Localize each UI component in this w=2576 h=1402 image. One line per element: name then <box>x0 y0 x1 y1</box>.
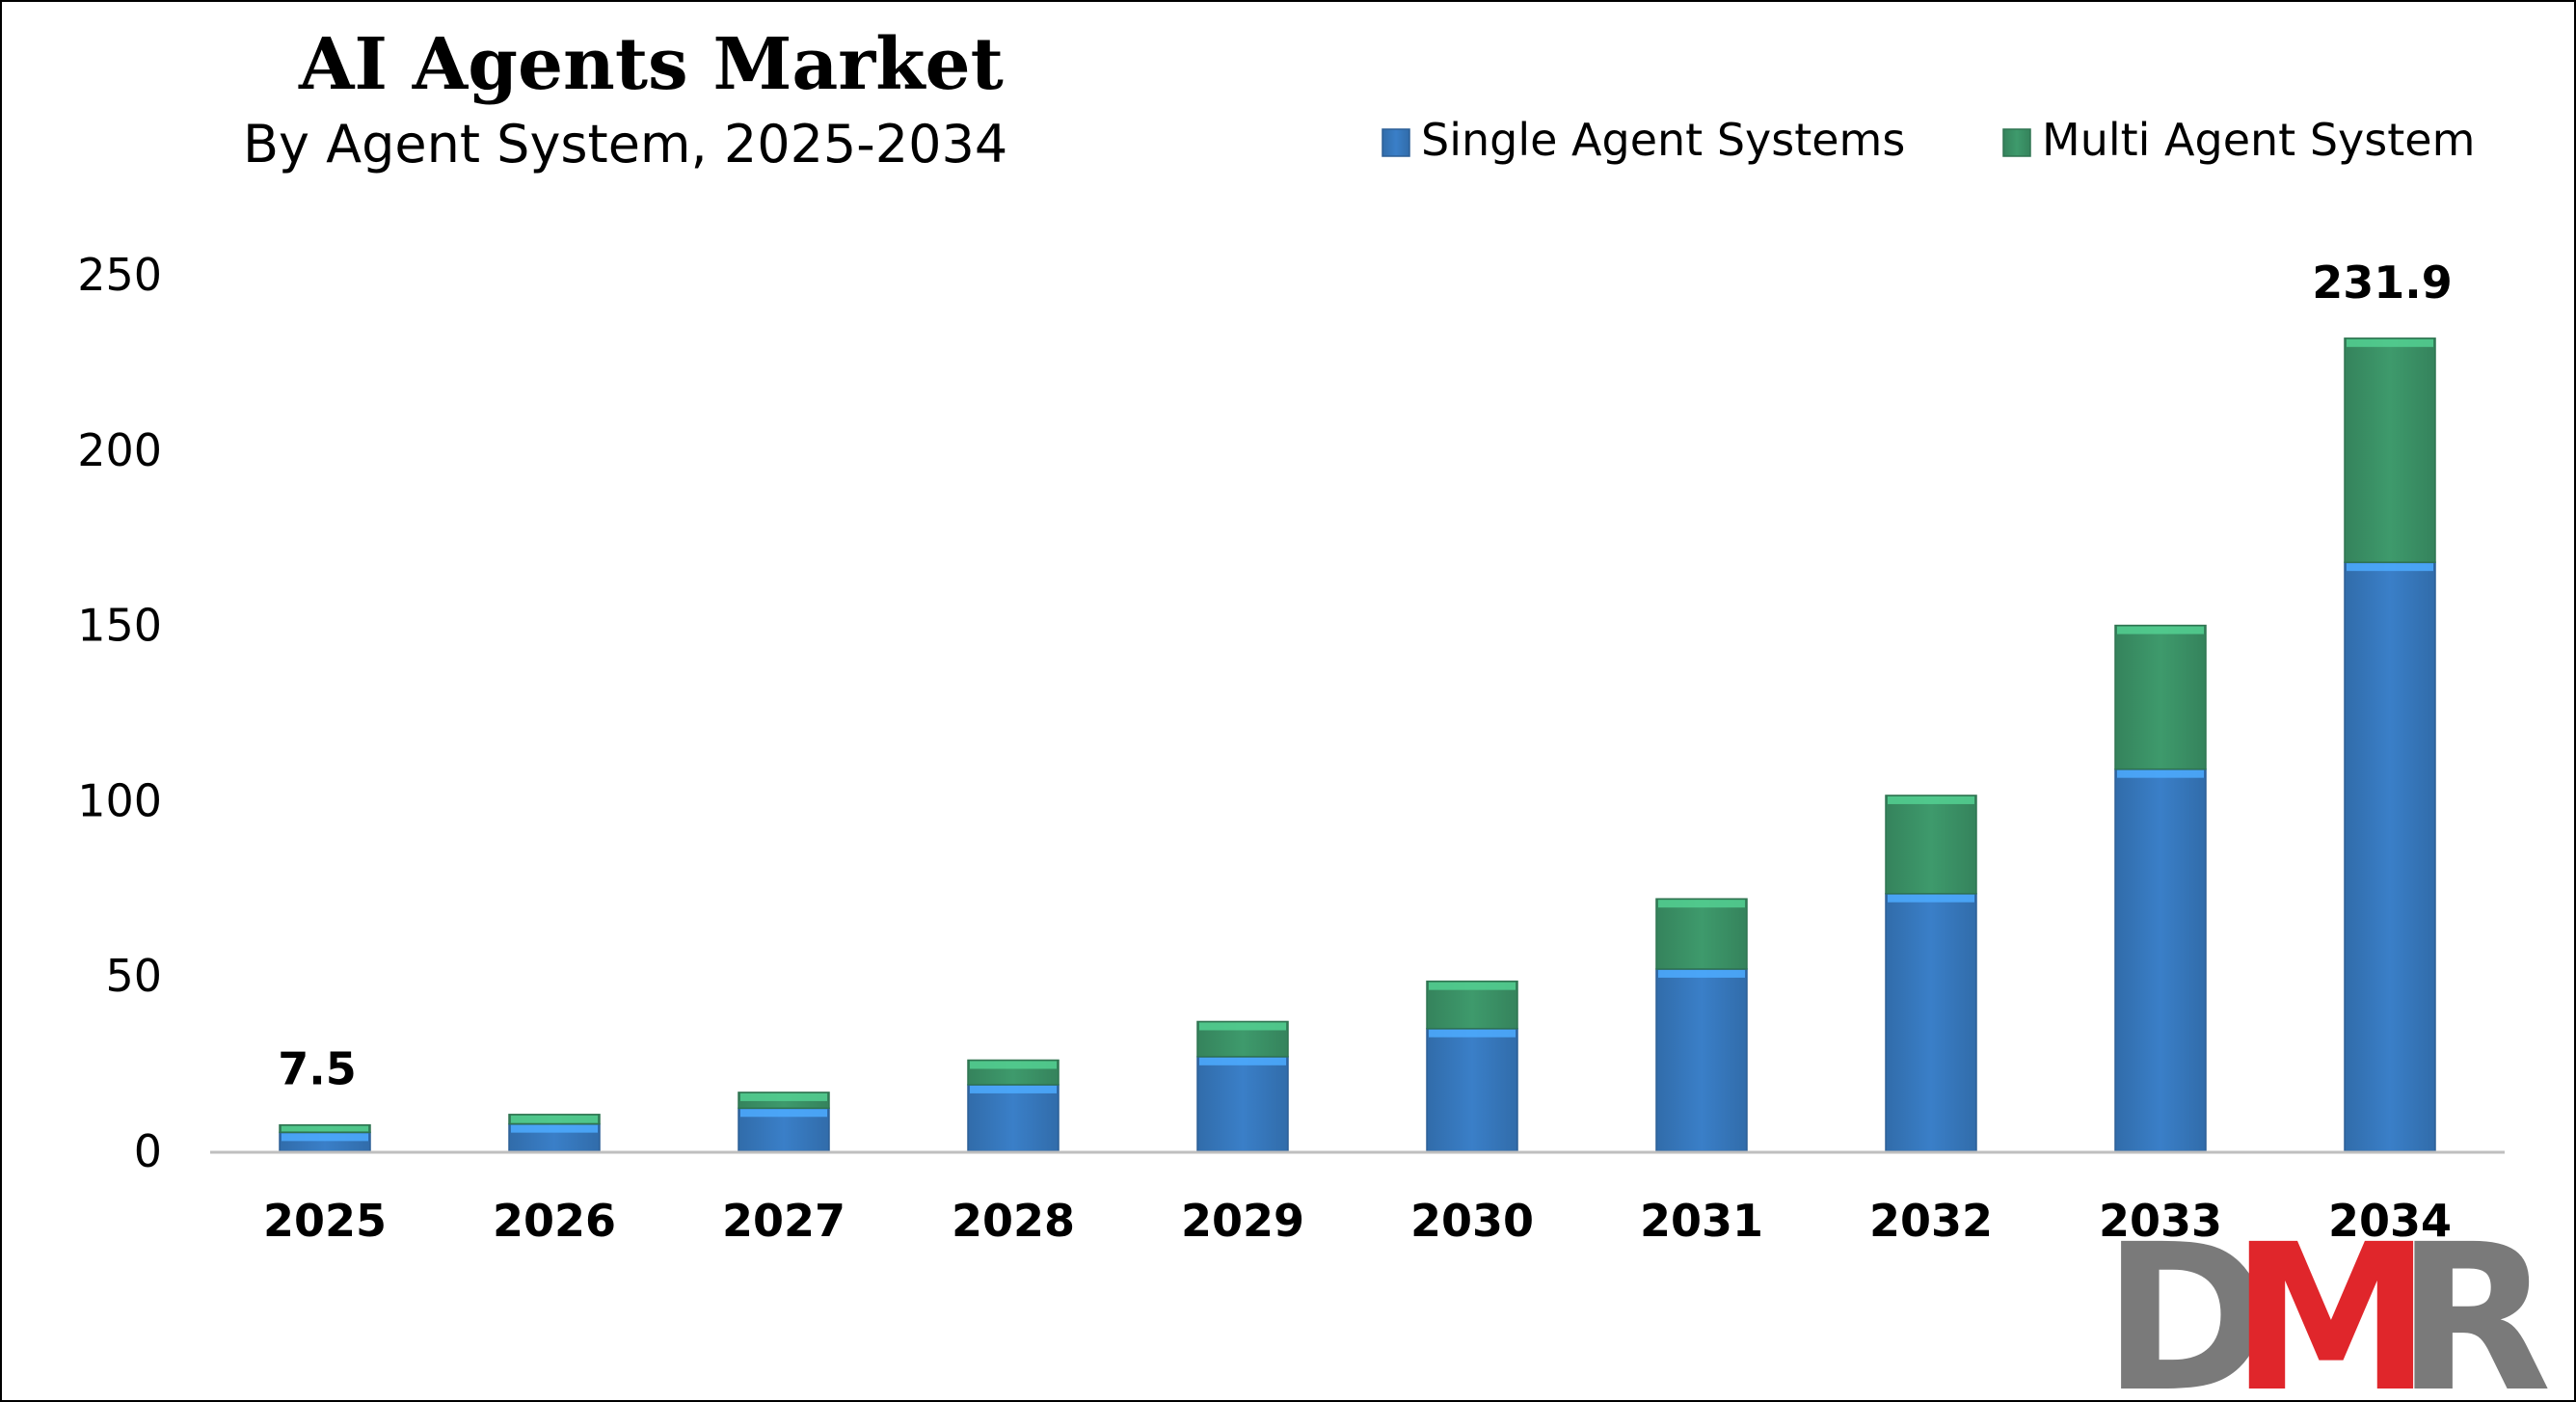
legend-swatch-multi-agent-system <box>2002 128 2031 157</box>
legend-label-multi-agent-system: Multi Agent System <box>2042 114 2475 166</box>
bar-multi-agent-system-2034 <box>2344 337 2436 563</box>
x-tick-label: 2032 <box>1869 1195 1993 1247</box>
x-tick-label: 2026 <box>493 1195 616 1247</box>
bar-bevel-multi-agent-system-2026 <box>511 1115 598 1123</box>
data-label-2034: 231.9 <box>2312 256 2453 309</box>
legend: Single Agent Systems Multi Agent System <box>1382 114 2475 166</box>
bar-single-agent-systems-2034 <box>2344 561 2436 1152</box>
bar-bevel-multi-agent-system-2033 <box>2117 626 2204 634</box>
bar-multi-agent-system-2032 <box>1885 795 1977 895</box>
bar-bevel-single-agent-systems-2028 <box>970 1085 1057 1093</box>
logo-letter: M <box>2231 1200 2432 1402</box>
bar-bevel-single-agent-systems-2026 <box>511 1124 598 1133</box>
bar-bevel-single-agent-systems-2029 <box>1199 1057 1286 1065</box>
y-tick-label: 250 <box>77 249 162 301</box>
y-tick-label: 200 <box>77 424 162 476</box>
bar-bevel-single-agent-systems-2033 <box>2117 769 2204 778</box>
bar-bevel-single-agent-systems-2034 <box>2347 563 2433 572</box>
bar-bevel-single-agent-systems-2032 <box>1888 894 1974 903</box>
bar-multi-agent-system-2031 <box>1655 898 1748 970</box>
dmr-logo: DMR <box>2103 1200 2552 1402</box>
y-tick-label: 50 <box>105 950 162 1002</box>
logo-letter: D <box>2103 1200 2270 1402</box>
bar-bevel-multi-agent-system-2034 <box>2347 338 2433 347</box>
bar-multi-agent-system-2033 <box>2114 624 2207 770</box>
bar-bevel-multi-agent-system-2028 <box>970 1061 1057 1069</box>
x-tick-label: 2033 <box>2099 1195 2222 1247</box>
chart-title: AI Agents Market <box>299 23 1004 106</box>
x-tick-label: 2028 <box>952 1195 1075 1247</box>
bar-bevel-single-agent-systems-2031 <box>1658 969 1745 978</box>
bar-bevel-multi-agent-system-2031 <box>1658 900 1745 908</box>
bar-bevel-multi-agent-system-2029 <box>1199 1022 1286 1031</box>
legend-swatch-single-agent-systems <box>1382 128 1410 157</box>
y-tick-label: 0 <box>134 1125 162 1177</box>
bar-bevel-single-agent-systems-2027 <box>740 1109 827 1118</box>
data-label-2025: 7.5 <box>278 1043 357 1095</box>
bars <box>279 337 2436 1152</box>
x-tick-label: 2030 <box>1410 1195 1534 1247</box>
x-tick-label: 2031 <box>1640 1195 1763 1247</box>
bar-single-agent-systems-2031 <box>1655 968 1748 1152</box>
data-labels: 7.5 231.9 <box>278 256 2453 1095</box>
bar-single-agent-systems-2033 <box>2114 768 2207 1152</box>
y-axis: 0 50 100 150 200 250 <box>77 249 162 1177</box>
x-axis: 2025 2026 2027 2028 2029 2030 2031 2032 2033 2034 <box>210 1150 2505 1247</box>
y-tick-label: 100 <box>77 774 162 826</box>
y-tick-label: 150 <box>77 600 162 652</box>
x-tick-label: 2025 <box>263 1195 387 1247</box>
x-tick-label: 2027 <box>722 1195 845 1247</box>
bar-bevel-single-agent-systems-2030 <box>1429 1029 1516 1038</box>
x-tick-label: 2029 <box>1181 1195 1304 1247</box>
chart-subtitle: By Agent System, 2025-2034 <box>243 114 1008 175</box>
x-tick-label: 2034 <box>2328 1195 2452 1247</box>
bar-bevel-single-agent-systems-2025 <box>282 1133 368 1142</box>
bar-bevel-multi-agent-system-2025 <box>282 1125 368 1132</box>
bar-bevel-multi-agent-system-2032 <box>1888 795 1974 804</box>
logo-letter: R <box>2396 1200 2552 1402</box>
bar-single-agent-systems-2030 <box>1426 1027 1518 1152</box>
bar-single-agent-systems-2032 <box>1885 893 1977 1152</box>
bar-single-agent-systems-2028 <box>967 1084 1060 1152</box>
bar-bevel-multi-agent-system-2027 <box>740 1092 827 1101</box>
bar-bevel-multi-agent-system-2030 <box>1429 982 1516 990</box>
legend-label-single-agent-systems: Single Agent Systems <box>1421 114 1905 166</box>
bar-single-agent-systems-2029 <box>1196 1056 1289 1152</box>
